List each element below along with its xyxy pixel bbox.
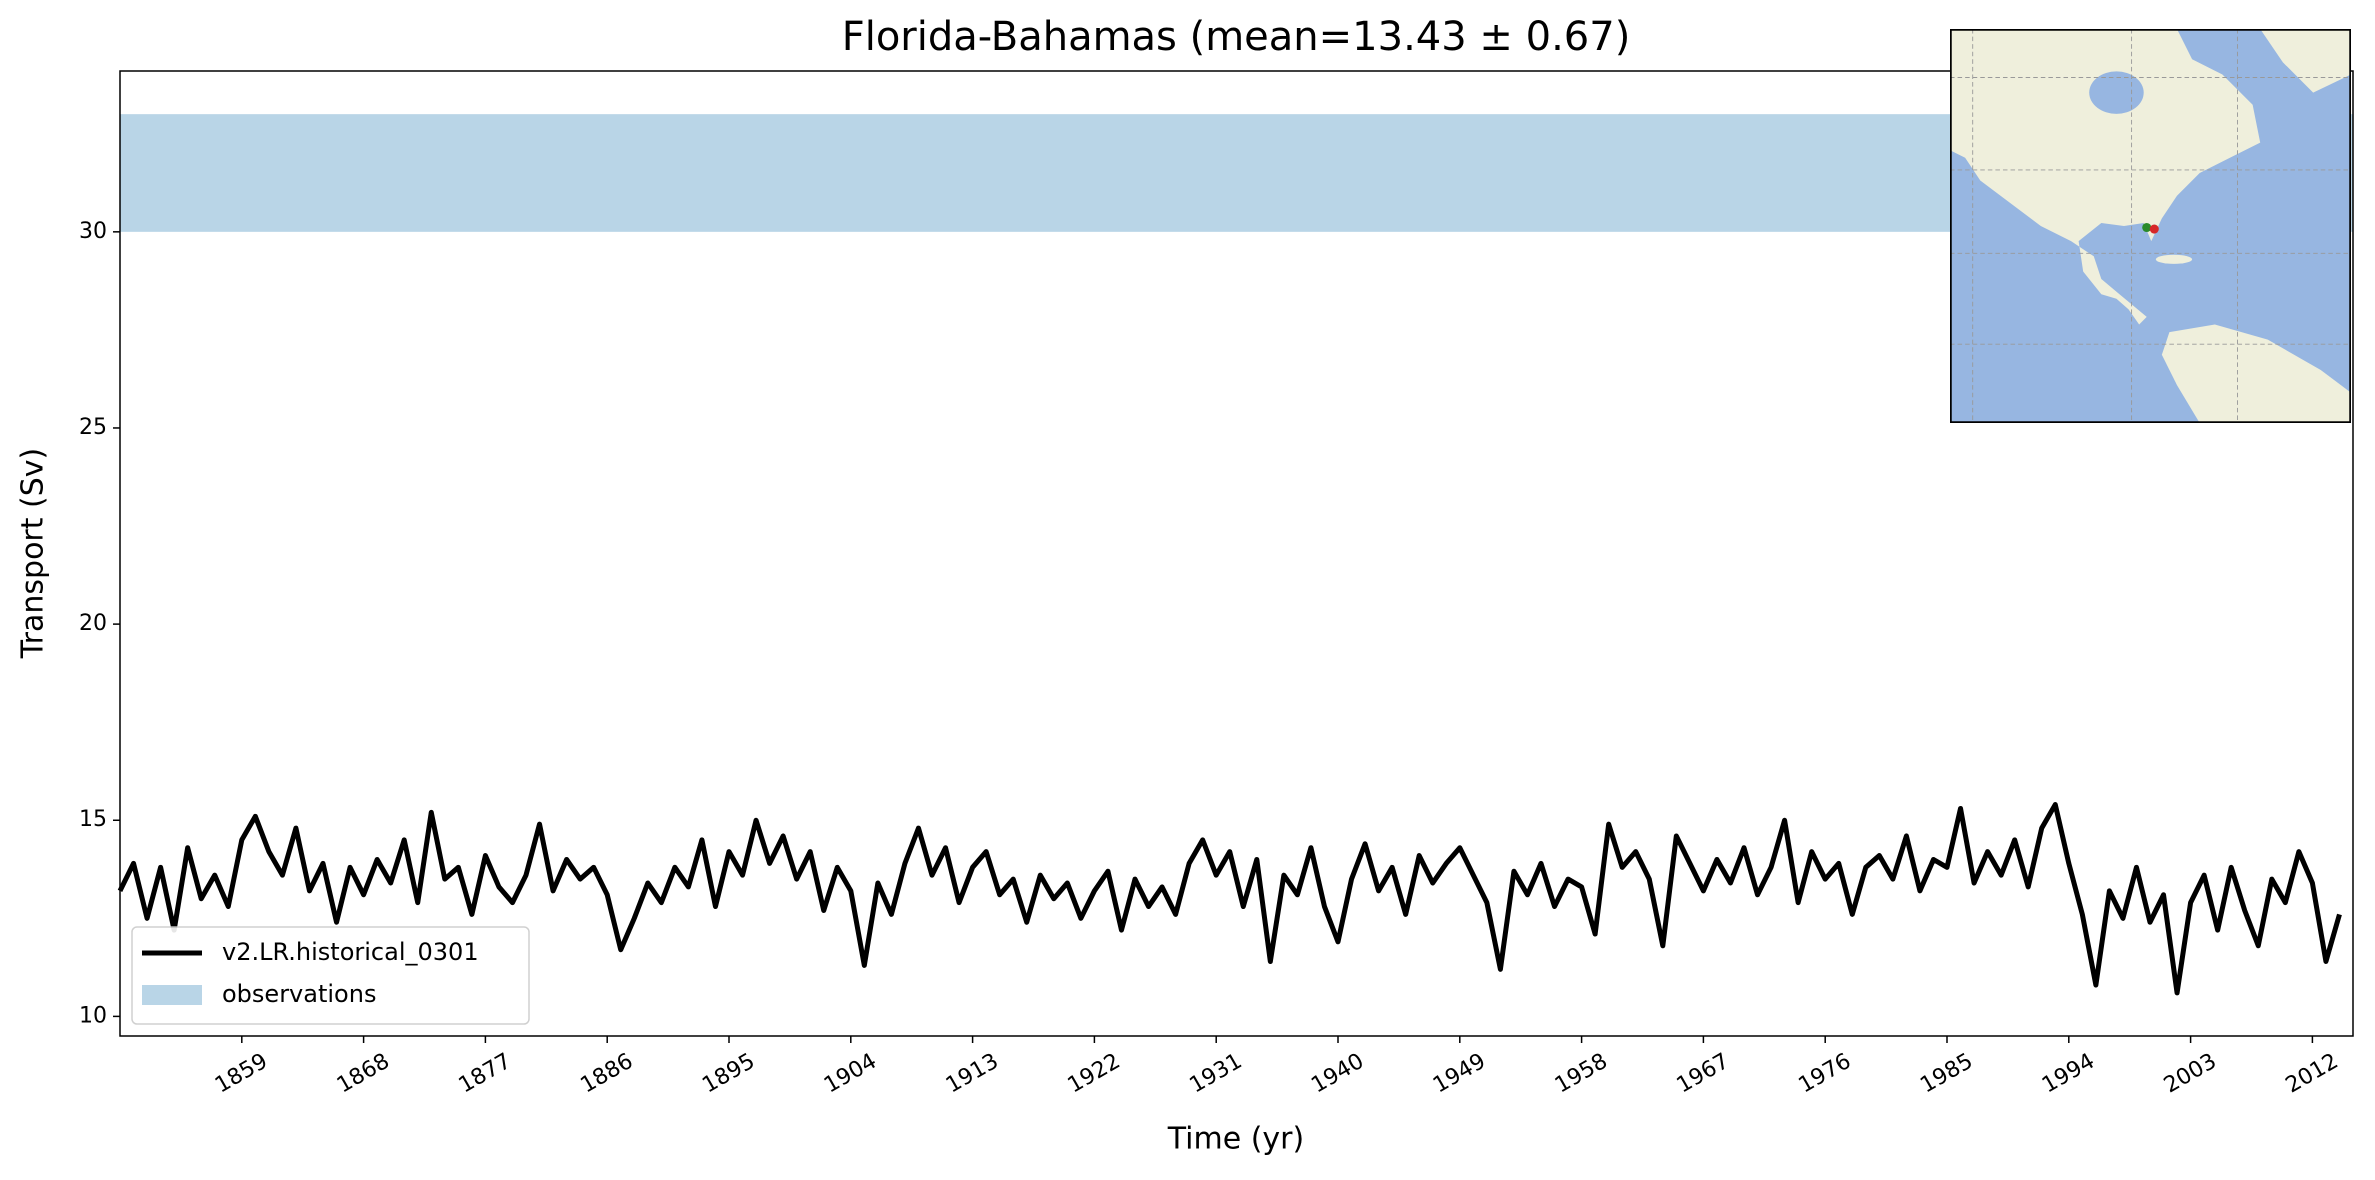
y-tick-label: 20 <box>79 611 107 636</box>
y-tick-label: 15 <box>79 807 107 832</box>
cuba <box>2155 254 2193 264</box>
inset-map <box>1950 29 2351 423</box>
legend-label: observations <box>222 980 376 1008</box>
legend: v2.LR.historical_0301 observations <box>131 926 530 1025</box>
y-tick-label: 10 <box>79 1003 107 1028</box>
north-america <box>1950 29 2261 325</box>
axes-frame <box>119 70 2354 1037</box>
greenland <box>2260 29 2351 93</box>
map-frame <box>1950 29 2351 423</box>
south-america <box>2161 324 2351 423</box>
y-tick-label: 25 <box>79 415 107 440</box>
section-start <box>2142 222 2152 233</box>
legend-swatch <box>142 985 202 1005</box>
section-end <box>2149 224 2159 234</box>
y-axis-label: Transport (Sv) <box>16 448 51 660</box>
series-line <box>117 802 2342 996</box>
legend-label: v2.LR.historical_0301 <box>222 938 479 966</box>
x-axis-label: Time (yr) <box>1167 1122 1304 1157</box>
map-grid <box>1950 29 2351 423</box>
legend-box <box>131 926 530 1025</box>
chart-title: Florida-Bahamas (mean=13.43 ± 0.67) <box>842 14 1631 60</box>
y-tick-label: 30 <box>79 219 107 244</box>
hudson-bay <box>2089 71 2144 114</box>
